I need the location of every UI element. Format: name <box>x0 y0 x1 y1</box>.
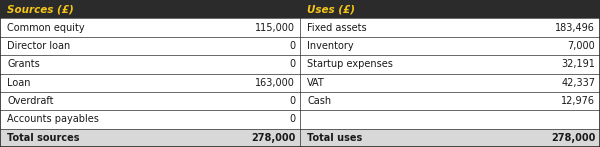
Text: Director loan: Director loan <box>7 41 70 51</box>
Text: 32,191: 32,191 <box>562 59 595 69</box>
Text: 278,000: 278,000 <box>251 133 295 143</box>
Bar <box>0 92 600 110</box>
Bar <box>0 0 600 18</box>
Text: Cash: Cash <box>307 96 331 106</box>
Text: Overdraft: Overdraft <box>7 96 54 106</box>
Text: 163,000: 163,000 <box>256 78 295 88</box>
Bar <box>0 55 600 74</box>
Bar <box>0 18 600 37</box>
Text: Common equity: Common equity <box>7 22 85 33</box>
Text: Inventory: Inventory <box>307 41 354 51</box>
Text: Loan: Loan <box>7 78 31 88</box>
Text: 0: 0 <box>289 59 295 69</box>
Text: VAT: VAT <box>307 78 325 88</box>
Text: 278,000: 278,000 <box>551 133 595 143</box>
Text: Startup expenses: Startup expenses <box>307 59 393 69</box>
Text: 183,496: 183,496 <box>556 22 595 33</box>
Bar <box>0 110 600 129</box>
Text: Uses (£): Uses (£) <box>307 4 355 14</box>
Text: Total sources: Total sources <box>7 133 80 143</box>
Text: 7,000: 7,000 <box>568 41 595 51</box>
Text: 115,000: 115,000 <box>255 22 295 33</box>
Text: Fixed assets: Fixed assets <box>307 22 367 33</box>
Text: Grants: Grants <box>7 59 40 69</box>
Text: Accounts payables: Accounts payables <box>7 114 99 125</box>
Bar <box>0 74 600 92</box>
Text: 0: 0 <box>289 96 295 106</box>
Text: 42,337: 42,337 <box>561 78 595 88</box>
Text: Sources (£): Sources (£) <box>7 4 74 14</box>
Text: 0: 0 <box>289 114 295 125</box>
Bar <box>0 37 600 55</box>
Text: Total uses: Total uses <box>307 133 362 143</box>
Text: 0: 0 <box>289 41 295 51</box>
Bar <box>0 129 600 147</box>
Text: 12,976: 12,976 <box>561 96 595 106</box>
